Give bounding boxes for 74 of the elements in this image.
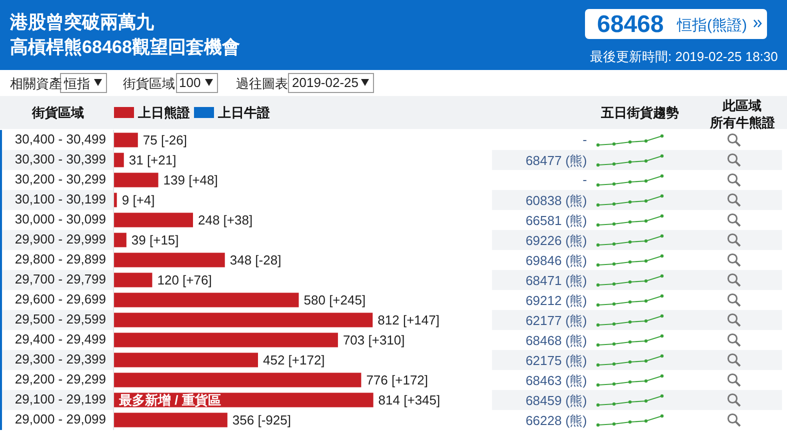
text: 60838 (熊) <box>524 192 587 210</box>
y-tick-label: 29,000 - 29,099 <box>14 412 106 427</box>
y-tick-label: 29,100 - 29,199 <box>14 392 106 407</box>
y-tick-label: 30,200 - 30,299 <box>14 172 106 187</box>
bar <box>114 252 225 268</box>
text: 相關資產 <box>10 75 62 93</box>
text: 66581 (熊) <box>524 212 587 230</box>
data-label: 580 [+245] <box>304 292 366 308</box>
text: 66228 (熊) <box>524 412 587 430</box>
bar <box>114 412 228 428</box>
y-tick-label: 29,500 - 29,599 <box>14 312 106 327</box>
y-tick-label: 29,200 - 29,299 <box>14 372 106 387</box>
y-axis-title: 街貨區域 <box>32 104 84 122</box>
data-label: 120 [+76] <box>157 272 212 288</box>
data-label: 9 [+4] <box>122 192 155 208</box>
text: 過往圖表 <box>236 75 288 93</box>
data-label: 348 [-28] <box>230 252 282 268</box>
text: 最後更新時間: 2019-02-25 18:30 <box>590 48 778 66</box>
bar <box>114 232 126 248</box>
data-label: 39 [+15] <box>131 232 179 248</box>
y-tick-label: 30,400 - 30,499 <box>14 132 106 147</box>
text: 69212 (熊) <box>524 292 587 310</box>
text: 68471 (熊) <box>524 272 587 290</box>
y-tick-label: 29,800 - 29,899 <box>14 252 106 267</box>
text: 此區域 <box>721 97 762 115</box>
y-tick-label: 30,100 - 30,199 <box>14 192 106 207</box>
y-tick-label: 30,300 - 30,399 <box>14 152 106 167</box>
bar <box>114 172 158 188</box>
text: - <box>582 172 587 187</box>
text: 恒指 <box>64 75 90 93</box>
text: 69226 (熊) <box>524 232 587 250</box>
bar <box>114 192 117 208</box>
data-label: 452 [+172] <box>262 352 325 368</box>
y-tick-label: 29,900 - 29,999 <box>14 232 106 247</box>
text: 2019-02-25 <box>292 75 358 90</box>
data-label: 248 [+38] <box>198 212 253 228</box>
text: 所有牛熊證 <box>710 114 775 132</box>
bar <box>114 132 138 148</box>
data-label: 703 [+310] <box>342 332 405 348</box>
chart-subtitle: 高槓桿熊68468觀望回套機會 <box>10 36 240 59</box>
text: 62175 (熊) <box>524 352 587 370</box>
data-label: 75 [-26] <box>142 132 187 148</box>
bar <box>114 152 124 168</box>
text: 68459 (熊) <box>524 392 587 410</box>
legend-label: 上日牛證 <box>218 104 270 122</box>
data-label: 812 [+147] <box>378 312 440 328</box>
text: 69846 (熊) <box>524 252 587 270</box>
text: 68468 (熊) <box>524 332 587 350</box>
y-tick-label: 29,600 - 29,699 <box>14 292 106 307</box>
bar <box>114 332 338 348</box>
data-label: 356 [-925] <box>232 412 291 428</box>
chart-title: 港股曾突破兩萬九 <box>10 11 154 34</box>
text: 68477 (熊) <box>524 152 587 170</box>
data-label: 139 [+48] <box>163 172 218 188</box>
text: 100 <box>179 75 201 90</box>
y-tick-label: 29,300 - 29,399 <box>14 352 106 367</box>
bar <box>114 292 299 308</box>
data-label: 31 [+21] <box>128 152 176 168</box>
legend-label: 上日熊證 <box>138 104 190 122</box>
text: 62177 (熊) <box>524 312 587 330</box>
text: 街貨區域 <box>123 75 175 93</box>
y-tick-label: 29,400 - 29,499 <box>14 332 106 347</box>
text: 恒指(熊證) <box>677 16 747 35</box>
bar <box>114 372 362 388</box>
y-tick-label: 29,700 - 29,799 <box>14 272 106 287</box>
text: 五日街貨趨勢 <box>601 104 679 122</box>
text: 68463 (熊) <box>524 372 587 390</box>
text: 68468 <box>597 11 664 39</box>
y-tick-label: 30,000 - 30,099 <box>14 212 106 227</box>
text: - <box>582 132 587 147</box>
annotation: 最多新增 / 重貨區 <box>118 392 221 408</box>
bar <box>114 212 194 228</box>
data-label: 776 [+172] <box>366 372 428 388</box>
data-label: 814 [+345] <box>378 392 440 408</box>
